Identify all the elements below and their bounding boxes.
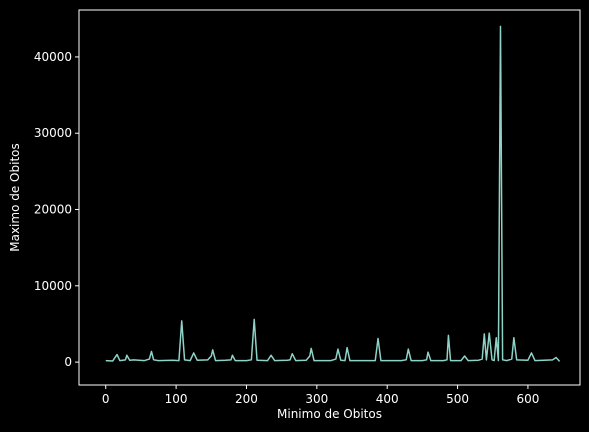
line — [105, 25, 561, 362]
x-tick-label: 300 — [305, 392, 328, 406]
x-tick-label: 400 — [376, 392, 399, 406]
y-axis-label: Maximo de Obitos — [8, 143, 22, 252]
y-tick-label: 10000 — [34, 279, 72, 293]
y-tick-label: 30000 — [34, 126, 72, 140]
x-tick-label: 200 — [235, 392, 258, 406]
x-tick-label: 0 — [102, 392, 110, 406]
y-tick-label: 20000 — [34, 203, 72, 217]
x-tick-label: 600 — [516, 392, 539, 406]
plot-frame — [78, 9, 581, 386]
x-tick-label: 500 — [446, 392, 469, 406]
y-tick-label: 40000 — [34, 50, 72, 64]
x-axis-label: Minimo de Obitos — [277, 407, 382, 421]
y-tick-label: 0 — [64, 355, 72, 369]
x-tick-label: 100 — [165, 392, 188, 406]
